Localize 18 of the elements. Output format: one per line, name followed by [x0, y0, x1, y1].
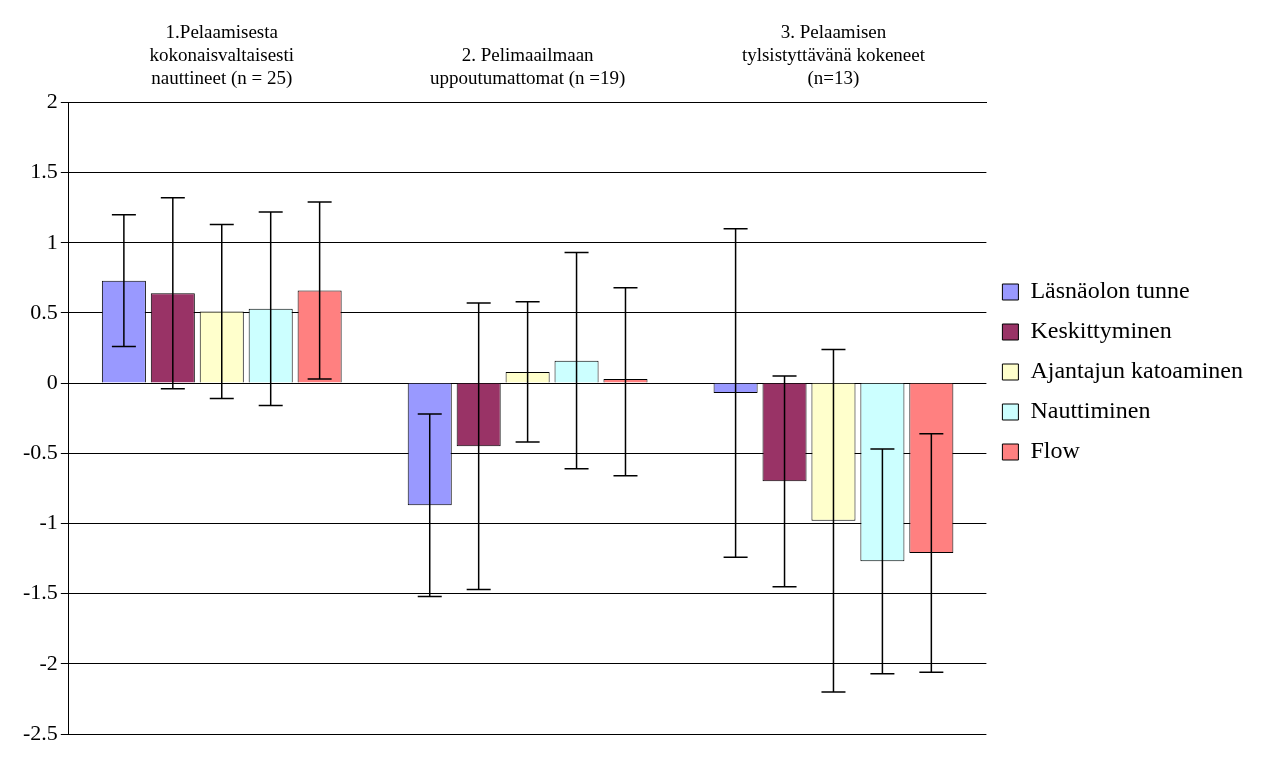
y-tick-label: 1 — [46, 228, 58, 254]
legend-label: Ajantajun katoaminen — [1030, 357, 1244, 384]
y-tick-label: -1 — [39, 509, 58, 535]
legend-label: Läsnäolon tunne — [1030, 277, 1190, 304]
y-tick-label: -1.5 — [23, 579, 58, 605]
x-tick-label: 3. Pelaamisen tylsistyttävänä kokeneet (n=13) — [741, 21, 926, 89]
legend-label: Nauttiminen — [1030, 397, 1151, 424]
y-tick-label: 1.5 — [30, 158, 58, 184]
y-tick-label: -2 — [39, 649, 58, 675]
y-tick-label: 0.5 — [30, 298, 58, 324]
x-tick-label: 1.Pelaamisesta kokonaisvaltaisesti nauttineet (n = 25) — [149, 21, 295, 89]
legend-label: Keskittyminen — [1030, 317, 1172, 344]
y-tick-label: 2 — [46, 88, 58, 114]
y-tick-label: -0.5 — [23, 439, 58, 465]
x-tick-label: 2. Pelimaailmaan uppoutumattomat (n =19) — [429, 44, 626, 89]
y-tick-label: 0 — [46, 368, 58, 394]
legend-label: Flow — [1030, 437, 1081, 464]
y-tick-label: -2.5 — [23, 719, 58, 745]
